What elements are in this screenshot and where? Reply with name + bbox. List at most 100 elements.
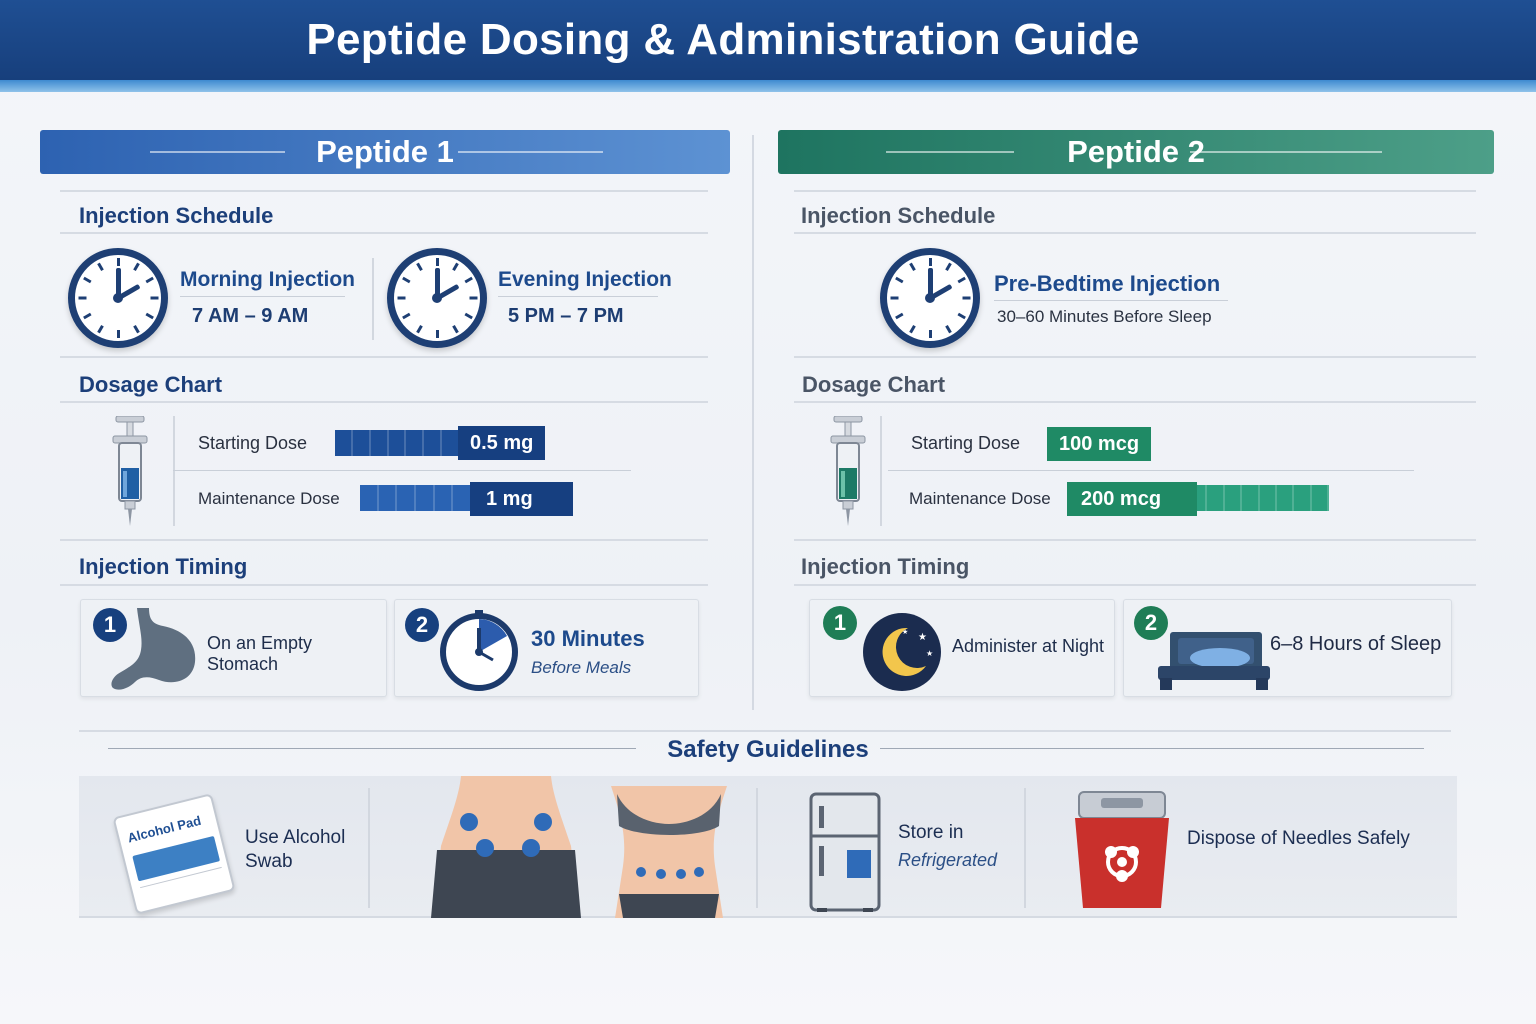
- clock-tick: [415, 262, 423, 272]
- clock-tick: [890, 296, 898, 300]
- header-rule: [1190, 151, 1382, 153]
- peptide1-timing-title: Injection Timing: [79, 554, 248, 579]
- clock-tick: [132, 324, 140, 334]
- header-rule: [886, 151, 1014, 153]
- section-rule: [60, 190, 708, 192]
- clock-hour-hand: [115, 268, 121, 298]
- header-rule: [458, 151, 603, 153]
- column-divider: [752, 135, 754, 710]
- safety-title-rule: [880, 748, 1424, 749]
- clock-tick: [956, 312, 966, 320]
- section-rule: [60, 539, 708, 541]
- safety-separator: [1024, 788, 1026, 908]
- sleep-hours-text: 6–8 Hours of Sleep: [1270, 633, 1442, 655]
- dosage-row-rule: [888, 470, 1414, 471]
- step-number: 2: [405, 608, 439, 642]
- clock-tick: [962, 296, 970, 300]
- maintenance-dose-bar: [360, 485, 472, 511]
- peptide2-header: Peptide 2: [778, 130, 1494, 174]
- starting-dose-label: Starting Dose: [911, 433, 1021, 453]
- section-rule: [60, 401, 708, 403]
- section-rule: [60, 584, 708, 586]
- clock-tick: [944, 262, 952, 272]
- morning-injection-label: Morning Injection: [180, 268, 355, 291]
- before-meals-text: Before Meals: [531, 658, 632, 677]
- syringe-icon: [112, 416, 148, 526]
- clock-tick: [78, 296, 86, 300]
- clock-tick: [132, 262, 140, 272]
- clock-tick: [894, 276, 904, 284]
- section-rule: [794, 401, 1476, 403]
- clock-tick: [944, 324, 952, 334]
- clock-tick: [82, 312, 92, 320]
- header-rule: [150, 151, 285, 153]
- clock-tick: [82, 276, 92, 284]
- safety-separator: [368, 788, 370, 908]
- dosage-separator: [880, 416, 882, 526]
- clock-tick: [451, 262, 459, 272]
- starting-dose-value: 100 mcg: [1047, 427, 1152, 461]
- safety-separator: [756, 788, 758, 908]
- svg-text:★: ★: [918, 632, 927, 643]
- step-number: 1: [93, 608, 127, 642]
- svg-text:★: ★: [926, 649, 933, 658]
- page-title: Peptide Dosing & Administration Guide: [306, 15, 1140, 64]
- thirty-minutes-text: 30 Minutes: [531, 626, 645, 651]
- clock-tick: [144, 276, 154, 284]
- timing-card: 2 6–8 Hours of Sleep: [1123, 599, 1452, 697]
- section-rule: [60, 232, 708, 234]
- maintenance-dose-value: 1 mg: [470, 482, 573, 516]
- timer-icon: [440, 610, 518, 691]
- moon-icon: ★ ★ ★: [863, 613, 941, 691]
- sharps-container-icon: [1075, 791, 1169, 908]
- clock-tick: [397, 296, 405, 300]
- clock-tick: [451, 324, 459, 334]
- timing-card: 1 On an Empty Stomach: [80, 599, 387, 697]
- injection-sites-icon: [431, 776, 727, 918]
- starting-dose-value: 0.5 mg: [458, 426, 546, 460]
- peptide2-dosage-title: Dosage Chart: [802, 372, 946, 397]
- clock-icon: [68, 248, 168, 348]
- clock-tick: [435, 330, 439, 338]
- clock-tick: [415, 324, 423, 334]
- clock-tick: [401, 276, 411, 284]
- svg-text:★: ★: [902, 628, 908, 636]
- maintenance-dose-label: Maintenance Dose: [909, 489, 1051, 508]
- clock-tick: [463, 276, 473, 284]
- morning-injection-time: 7 AM – 9 AM: [192, 305, 309, 327]
- stomach-icon: [111, 608, 196, 690]
- section-rule: [794, 190, 1476, 192]
- syringe-icon: [830, 416, 866, 526]
- peptide2-timing-title: Injection Timing: [801, 554, 970, 579]
- section-rule: [60, 356, 708, 358]
- peptide1-heading: Peptide 1: [316, 134, 454, 169]
- title-banner: Peptide Dosing & Administration Guide: [0, 0, 1536, 80]
- step-number: 2: [1134, 606, 1168, 640]
- clock-hour-hand: [434, 268, 440, 298]
- peptide1-schedule-title: Injection Schedule: [79, 203, 274, 228]
- banner-stripe: [0, 80, 1536, 92]
- clock-center: [432, 293, 442, 303]
- pre-bedtime-time: 30–60 Minutes Before Sleep: [997, 307, 1212, 326]
- safety-top-rule: [79, 730, 1451, 732]
- peptide1-dosage-title: Dosage Chart: [79, 372, 223, 397]
- empty-stomach-text: On an Empty Stomach: [207, 633, 313, 674]
- step-number: 1: [823, 606, 857, 640]
- section-rule: [794, 584, 1476, 586]
- peptide1-header: Peptide 1: [40, 130, 730, 174]
- alcohol-swab-text: Use Alcohol Swab: [245, 827, 346, 872]
- starting-dose-bar: [335, 430, 460, 456]
- bed-icon: [1158, 632, 1270, 690]
- clock-tick: [401, 312, 411, 320]
- peptide2-schedule-title: Injection Schedule: [801, 203, 996, 228]
- clock-tick: [116, 258, 120, 266]
- safety-title: Safety Guidelines: [667, 736, 869, 763]
- timing-card: 1 ★ ★ ★ Administer at Night: [809, 599, 1115, 697]
- starting-dose-label: Starting Dose: [198, 433, 308, 453]
- clock-tick: [469, 296, 477, 300]
- timing-card: 2 30 Minutes Before Meals: [394, 599, 699, 697]
- clock-tick: [908, 262, 916, 272]
- peptide2-heading: Peptide 2: [1067, 134, 1205, 169]
- label-underline: [994, 300, 1228, 301]
- clock-center: [113, 293, 123, 303]
